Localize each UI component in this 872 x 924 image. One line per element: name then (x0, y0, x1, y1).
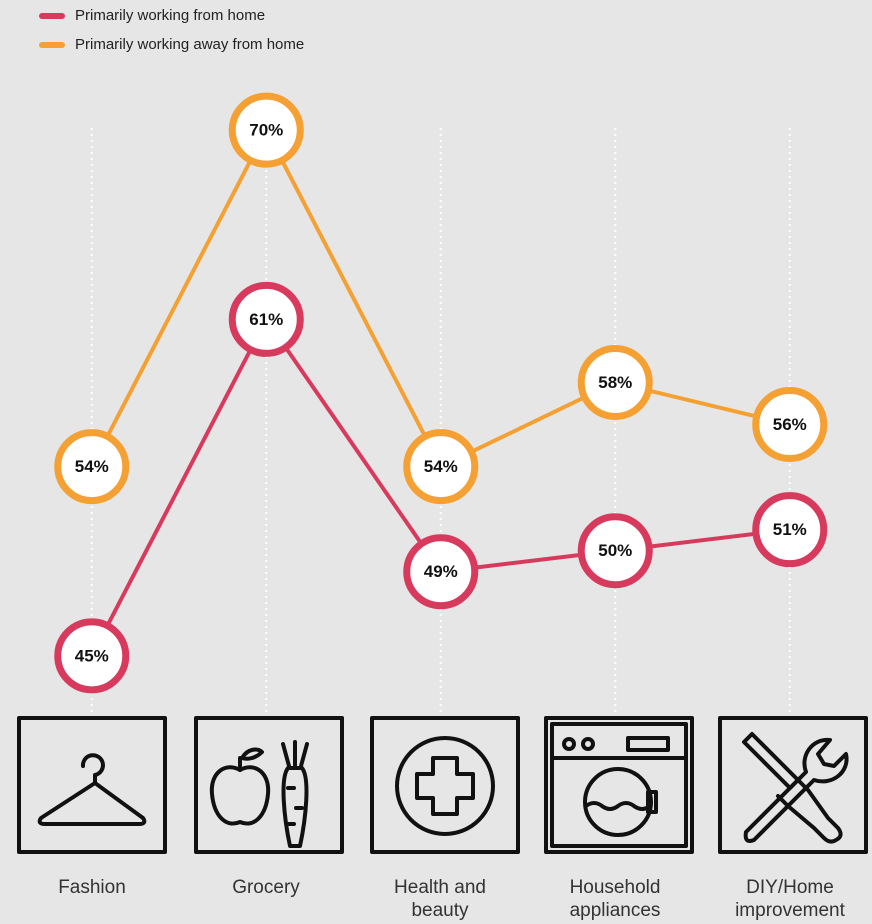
fashion-icon (17, 716, 167, 854)
data-label: 70% (249, 121, 283, 140)
category-label: Health and beauty (394, 877, 486, 921)
legend: Primarily working from home Primarily wor… (39, 7, 304, 53)
data-label: 58% (598, 373, 632, 392)
data-label: 51% (773, 520, 807, 539)
data-point (228, 281, 304, 357)
legend-label: Primarily working from home (75, 7, 265, 24)
legend-label: Primarily working away from home (75, 36, 304, 53)
health-icon (370, 716, 520, 854)
data-label: 54% (424, 457, 458, 476)
category-label: Fashion (58, 877, 126, 898)
data-label: 49% (424, 562, 458, 581)
data-label: 54% (75, 457, 109, 476)
icons (17, 716, 868, 854)
data-point (403, 429, 479, 505)
data-point (752, 492, 828, 568)
grocery-icon (194, 716, 344, 854)
tools-icon (718, 716, 868, 854)
data-point (403, 534, 479, 610)
data-point (577, 344, 653, 420)
data-point (54, 618, 130, 694)
data-point (752, 387, 828, 463)
washer-icon (544, 716, 694, 854)
data-label: 50% (598, 541, 632, 560)
data-label: 61% (249, 310, 283, 329)
data-point (577, 513, 653, 589)
data-label: 56% (773, 415, 807, 434)
category-label: Grocery (232, 877, 300, 898)
category-label: Household appliances (569, 877, 661, 921)
data-label: 45% (75, 646, 109, 665)
category-label: DIY/Home improvement (735, 877, 845, 921)
data-point (54, 429, 130, 505)
data-point (228, 92, 304, 168)
